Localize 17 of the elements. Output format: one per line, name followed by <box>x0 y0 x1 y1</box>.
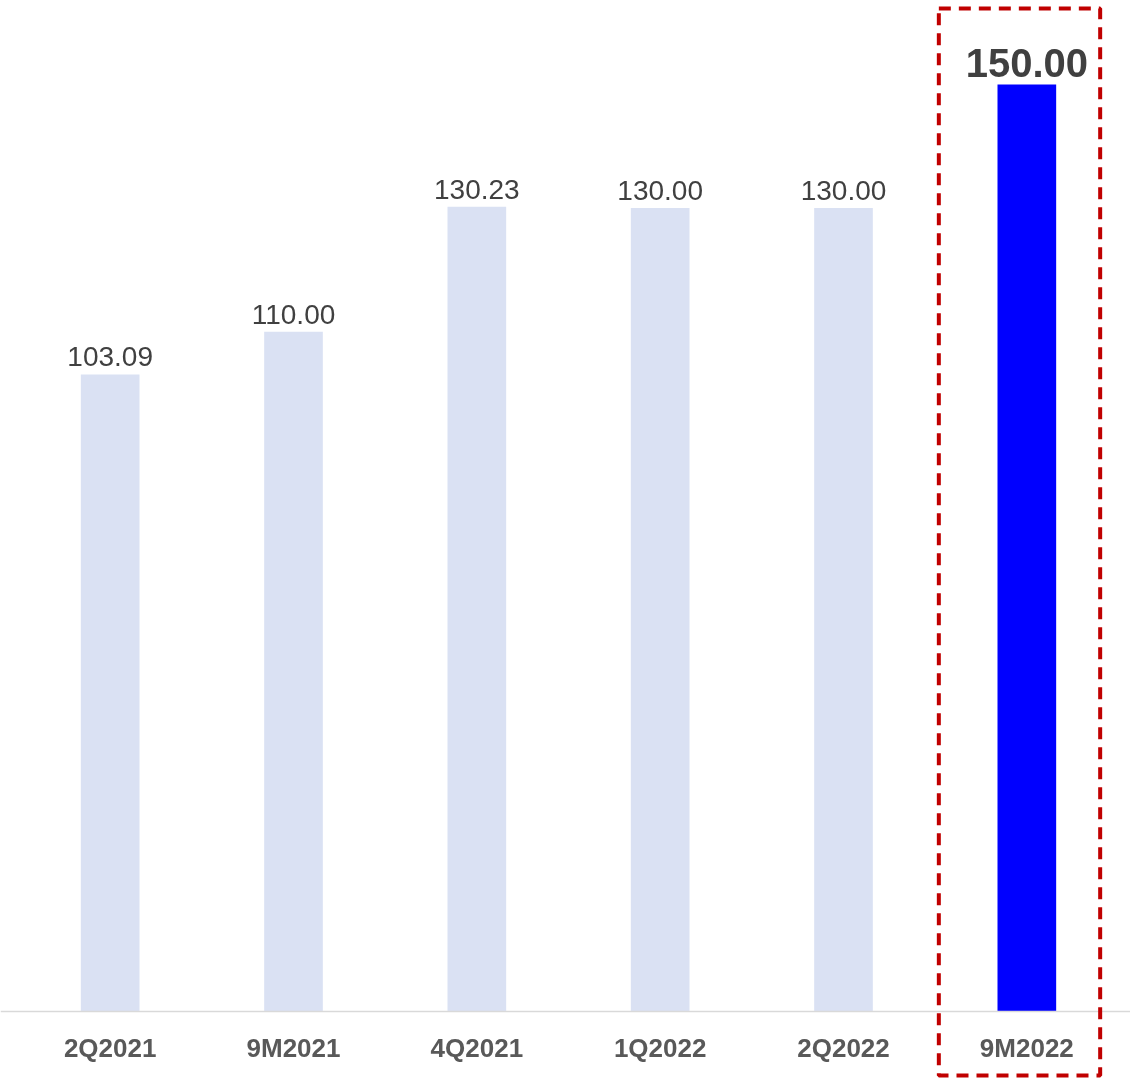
data-label: 110.00 <box>251 298 336 330</box>
data-label: 130.00 <box>800 175 887 207</box>
bar <box>630 208 690 1012</box>
bar <box>814 208 873 1012</box>
data-label: 130.00 <box>617 175 703 207</box>
bar <box>80 374 140 1012</box>
bar <box>264 331 323 1012</box>
data-label: 103.09 <box>67 341 153 373</box>
bar <box>447 206 507 1012</box>
x-tick-label: 9M2022 <box>979 1033 1074 1064</box>
x-tick-label: 2Q2022 <box>797 1033 890 1064</box>
x-tick-label: 9M2021 <box>246 1033 341 1064</box>
x-tick-label: 4Q2021 <box>430 1033 524 1064</box>
data-label: 130.23 <box>434 173 520 205</box>
data-label: 150.00 <box>965 40 1089 85</box>
x-tick-label: 1Q2022 <box>613 1033 707 1064</box>
x-tick-label: 2Q2021 <box>63 1033 157 1064</box>
